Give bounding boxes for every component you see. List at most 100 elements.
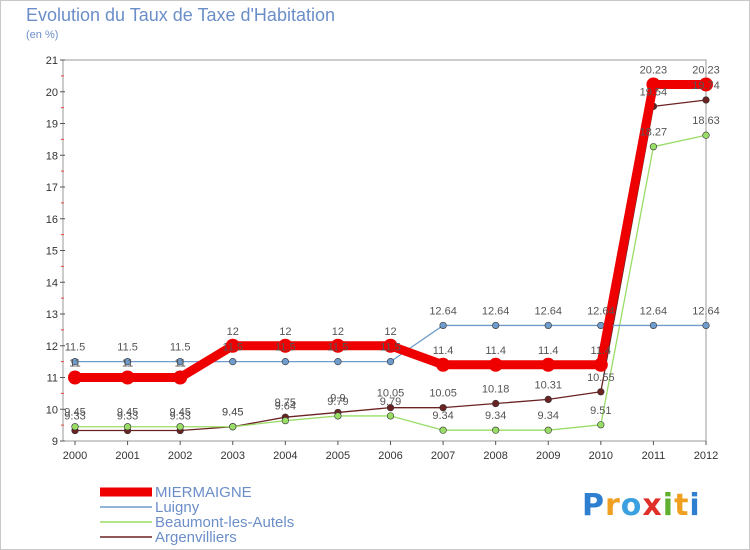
data-label: 12 xyxy=(332,326,344,338)
data-point xyxy=(492,321,500,330)
data-point xyxy=(71,358,79,366)
x-tick-label: 2009 xyxy=(536,450,560,462)
data-label: 9.45 xyxy=(169,407,190,419)
data-label: 11.5 xyxy=(328,342,349,354)
y-tick-label: 12 xyxy=(46,341,58,353)
data-point xyxy=(436,357,451,372)
data-point xyxy=(439,426,447,434)
data-label: 9.45 xyxy=(222,407,243,419)
data-point xyxy=(334,358,342,366)
logo-letter: P xyxy=(582,488,605,523)
y-tick-label: 11 xyxy=(47,373,58,385)
legend-label: MIERMAIGNE xyxy=(155,484,252,501)
proxiti-logo: Proxiti xyxy=(582,488,701,523)
y-tick-label: 19 xyxy=(46,119,58,131)
legend-label: Argenvilliers xyxy=(155,529,237,546)
data-label: 12 xyxy=(279,326,291,338)
data-label: 10.05 xyxy=(377,388,405,400)
data-label: 11.5 xyxy=(222,342,243,354)
data-point xyxy=(544,321,552,330)
data-label: 9.33 xyxy=(64,411,85,423)
chart-title: Evolution du Taux de Taxe d'Habitation xyxy=(26,5,335,25)
logo-letter: r xyxy=(605,488,621,523)
data-label: 11 xyxy=(174,358,185,370)
y-tick-label: 17 xyxy=(46,182,58,194)
x-tick-label: 2006 xyxy=(378,450,402,462)
data-point xyxy=(71,423,79,431)
data-point xyxy=(593,357,608,372)
x-tick-label: 2001 xyxy=(115,450,139,462)
x-tick-label: 2003 xyxy=(221,450,245,462)
data-label: 9.75 xyxy=(275,397,296,409)
data-label: 12.64 xyxy=(587,305,615,317)
data-label: 20.23 xyxy=(640,64,668,76)
data-point xyxy=(492,399,500,408)
plot-area xyxy=(62,59,707,442)
legend-label: Luigny xyxy=(155,499,200,516)
y-tick-label: 13 xyxy=(46,309,58,321)
data-point xyxy=(492,426,500,434)
data-point xyxy=(176,423,184,431)
legend-label: Beaumont-les-Autels xyxy=(155,514,294,531)
x-tick-label: 2000 xyxy=(63,450,87,462)
data-label: 12.64 xyxy=(534,305,562,317)
data-point xyxy=(278,338,293,353)
data-label: 9.33 xyxy=(169,411,190,423)
data-label: 10.18 xyxy=(482,384,510,396)
series-line-beaumont-les-autels xyxy=(75,134,707,431)
x-tick-label: 2012 xyxy=(694,450,718,462)
data-label: 11.5 xyxy=(380,342,401,354)
data-point xyxy=(229,423,237,431)
y-tick-label: 21 xyxy=(46,55,58,67)
x-tick-label: 2004 xyxy=(273,450,297,462)
y-tick-label: 10 xyxy=(46,404,58,416)
x-tick-label: 2011 xyxy=(642,450,666,462)
data-label: 12.64 xyxy=(429,305,457,317)
data-label: 11 xyxy=(122,358,133,370)
data-label: 12.64 xyxy=(482,305,510,317)
data-label: 19.54 xyxy=(640,86,668,98)
data-point xyxy=(439,321,447,330)
data-label: 19.74 xyxy=(692,80,720,92)
data-label: 9.45 xyxy=(222,407,243,419)
chart-subtitle: (en %) xyxy=(26,29,59,41)
data-point xyxy=(330,338,345,353)
data-label: 11.5 xyxy=(117,342,138,354)
data-label: 11.5 xyxy=(170,342,191,354)
data-point xyxy=(541,357,556,372)
data-label: 11.4 xyxy=(538,345,559,357)
data-label: 11.4 xyxy=(591,345,612,357)
x-tick-label: 2002 xyxy=(168,450,192,462)
data-point xyxy=(123,358,132,366)
data-point xyxy=(123,423,132,431)
y-tick-label: 14 xyxy=(46,277,58,289)
x-tick-label: 2007 xyxy=(431,450,455,462)
data-label: 10.05 xyxy=(429,388,457,400)
data-point xyxy=(702,96,710,104)
data-point xyxy=(386,358,395,366)
data-label: 9.34 xyxy=(485,410,506,422)
data-label: 11.5 xyxy=(275,342,296,354)
x-tick-label: 2005 xyxy=(326,450,350,462)
data-label: 18.27 xyxy=(640,127,668,139)
data-label: 20.23 xyxy=(692,64,720,76)
data-point xyxy=(649,321,658,330)
data-point xyxy=(597,421,605,429)
data-point xyxy=(120,370,135,385)
data-point xyxy=(173,370,188,385)
logo-letter: o xyxy=(620,488,643,523)
data-label: 9.9 xyxy=(330,392,345,404)
data-point xyxy=(649,143,658,151)
logo-letter: t xyxy=(674,488,690,523)
data-point xyxy=(229,358,237,366)
data-point xyxy=(699,77,713,92)
data-label: 9.51 xyxy=(590,405,611,417)
data-label: 10.55 xyxy=(587,372,615,384)
data-point xyxy=(386,412,395,420)
data-label: 18.63 xyxy=(692,115,720,127)
data-point xyxy=(597,321,605,330)
data-point xyxy=(488,357,503,372)
data-label: 11 xyxy=(69,358,80,370)
data-point xyxy=(544,426,552,434)
